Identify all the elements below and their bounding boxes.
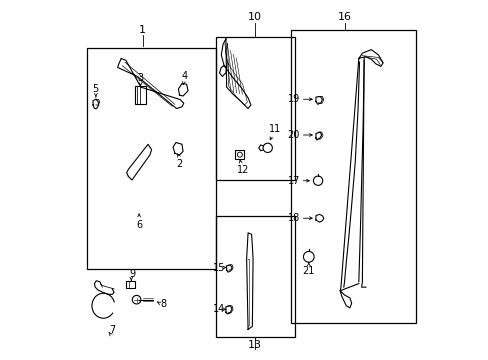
Bar [290, 30, 415, 323]
Text: 17: 17 [287, 176, 299, 186]
Text: 13: 13 [248, 340, 262, 350]
Text: 11: 11 [268, 124, 281, 134]
Bar [135, 86, 146, 104]
Text: 5: 5 [92, 84, 98, 94]
Text: 19: 19 [287, 94, 299, 104]
Text: 12: 12 [236, 165, 248, 175]
Text: 18: 18 [287, 213, 299, 223]
Bar [87, 48, 216, 269]
Text: 15: 15 [212, 262, 224, 273]
Text: 14: 14 [212, 304, 224, 314]
Text: 3: 3 [137, 73, 143, 83]
Text: 4: 4 [181, 71, 187, 81]
Text: 7: 7 [109, 325, 115, 336]
Bar [216, 216, 294, 337]
Text: 8: 8 [160, 299, 166, 309]
Bar [235, 150, 244, 159]
Text: 6: 6 [136, 220, 142, 230]
Text: 10: 10 [248, 12, 262, 22]
Text: 21: 21 [302, 266, 314, 276]
Text: 1: 1 [139, 24, 146, 35]
Text: 2: 2 [176, 159, 182, 169]
Bar [125, 281, 135, 288]
Text: 20: 20 [287, 130, 299, 140]
Text: 9: 9 [129, 269, 135, 279]
Bar [216, 37, 294, 180]
Text: 16: 16 [337, 12, 351, 22]
